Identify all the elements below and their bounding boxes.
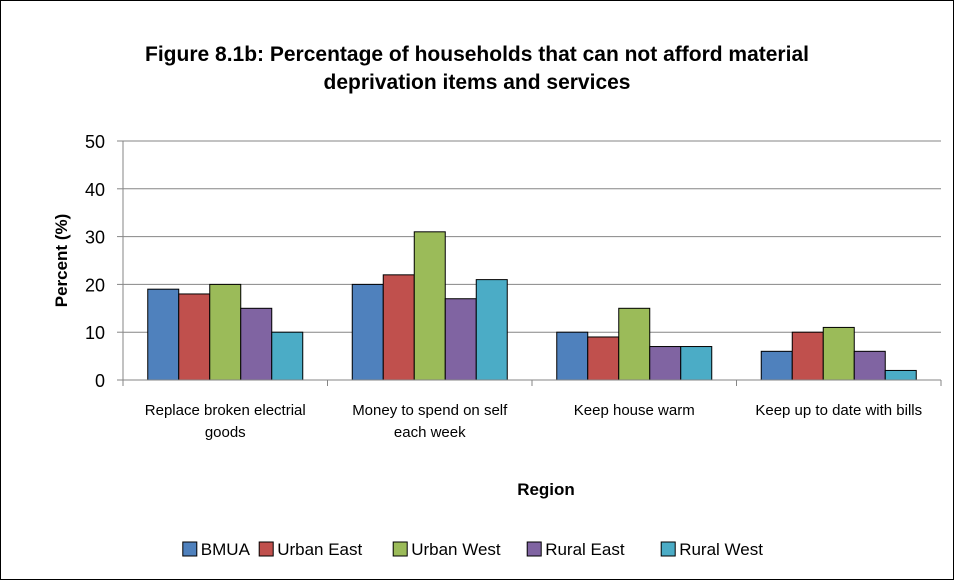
y-tick-label: 0 xyxy=(95,371,105,391)
bar xyxy=(556,331,589,381)
legend-label: Urban West xyxy=(411,540,501,559)
bar xyxy=(884,369,917,381)
x-tick-label: goods xyxy=(205,424,246,441)
legend-swatch xyxy=(182,541,198,557)
legend-label: BMUA xyxy=(201,540,251,559)
legend-label: Rural West xyxy=(679,540,763,559)
legend-label: Urban East xyxy=(277,540,362,559)
bar xyxy=(680,346,713,381)
x-tick-label: each week xyxy=(394,424,466,441)
bar xyxy=(649,346,682,381)
legend-swatch xyxy=(392,541,408,557)
bar xyxy=(382,274,415,381)
bar xyxy=(475,279,508,381)
bar xyxy=(240,307,273,381)
x-axis-title: Region xyxy=(517,480,575,499)
bar xyxy=(853,350,886,381)
bar xyxy=(444,298,477,381)
bar xyxy=(587,336,620,381)
y-axis-title: Percent (%) xyxy=(52,214,71,308)
legend-label: Rural East xyxy=(545,540,625,559)
bar xyxy=(791,331,824,381)
x-tick-label: Replace broken electrial xyxy=(145,402,306,419)
x-tick-label: Keep house warm xyxy=(574,402,695,419)
x-tick-label: Money to spend on self xyxy=(352,402,508,419)
x-tick-label: Keep up to date with bills xyxy=(755,402,922,419)
y-tick-label: 30 xyxy=(85,228,105,248)
bar xyxy=(271,331,304,381)
bar xyxy=(618,307,651,381)
y-tick-label: 50 xyxy=(85,132,105,152)
chart-title: Figure 8.1b: Percentage of households th… xyxy=(145,43,809,94)
bar xyxy=(178,293,211,381)
bar xyxy=(147,288,180,381)
bar xyxy=(351,283,384,381)
bar xyxy=(760,350,793,381)
bar xyxy=(209,283,242,381)
bar xyxy=(413,231,446,381)
y-tick-label: 20 xyxy=(85,275,105,295)
legend-swatch xyxy=(258,541,274,557)
legend-swatch xyxy=(660,541,676,557)
y-tick-label: 40 xyxy=(85,180,105,200)
y-tick-label: 10 xyxy=(85,323,105,343)
legend-swatch xyxy=(526,541,542,557)
bar xyxy=(822,326,855,381)
